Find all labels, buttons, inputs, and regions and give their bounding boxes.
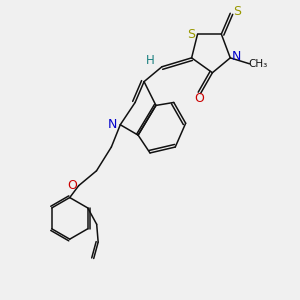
- Text: S: S: [187, 28, 195, 40]
- Text: N: N: [232, 50, 242, 63]
- Text: CH₃: CH₃: [248, 59, 268, 69]
- Text: N: N: [108, 118, 118, 131]
- Text: O: O: [67, 179, 77, 192]
- Text: H: H: [146, 54, 155, 67]
- Text: S: S: [233, 5, 241, 18]
- Text: O: O: [194, 92, 204, 105]
